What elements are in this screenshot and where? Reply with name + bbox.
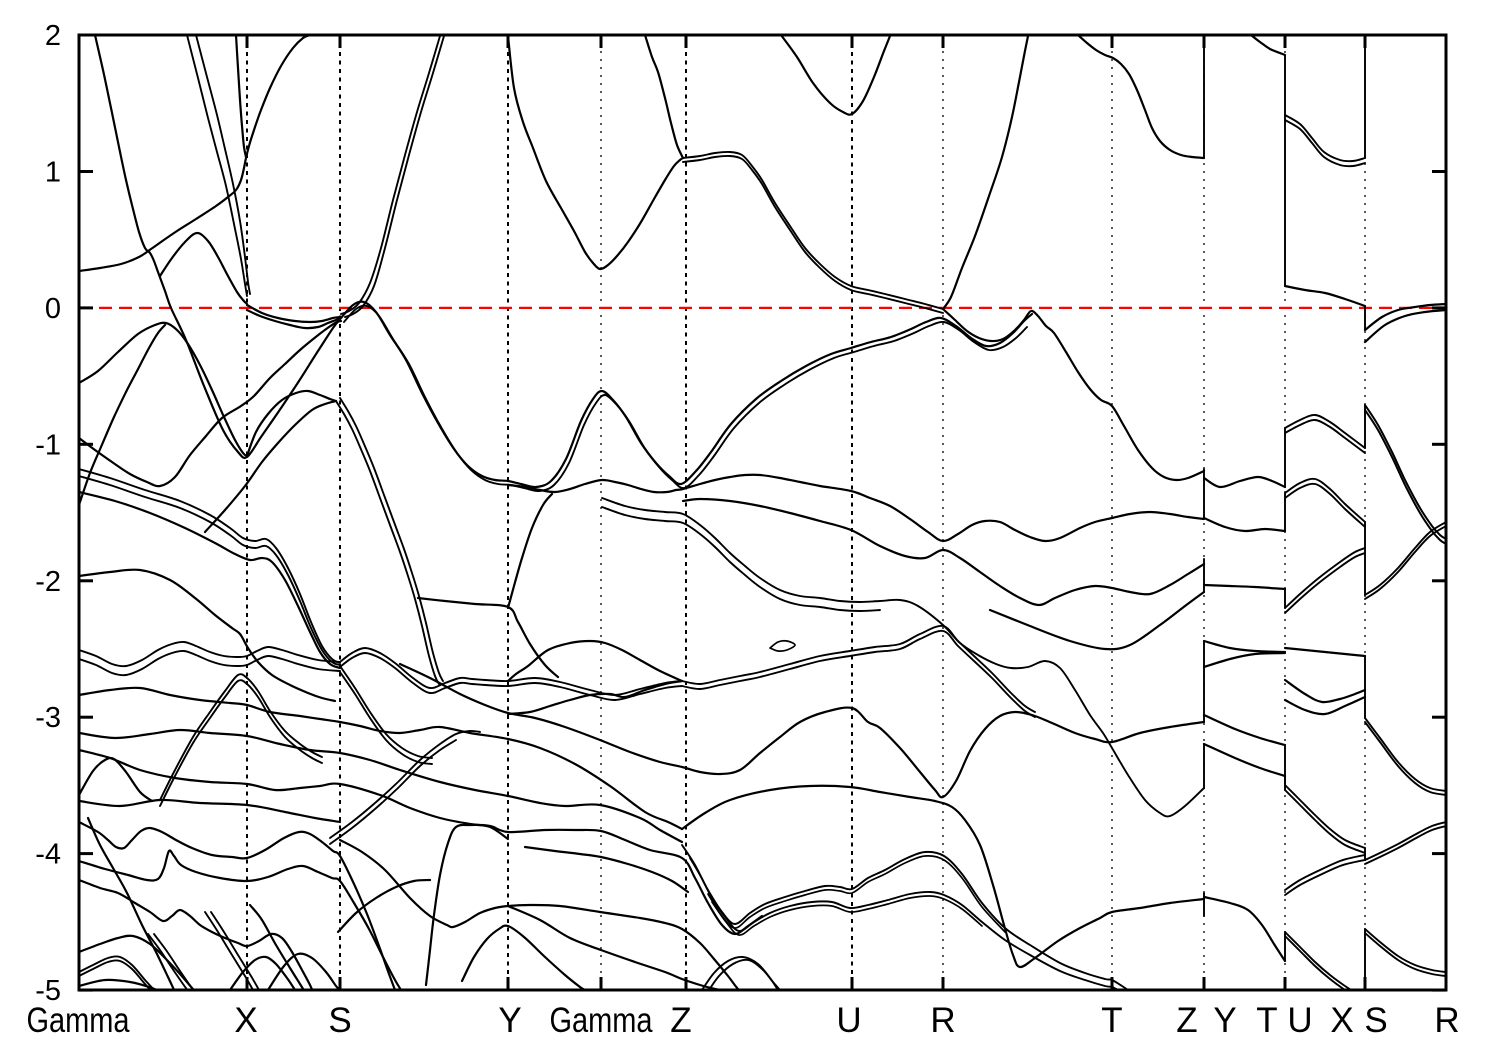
svg-text:X: X xyxy=(234,1001,257,1040)
svg-text:R: R xyxy=(1434,1001,1459,1040)
svg-text:Gamma: Gamma xyxy=(550,1001,653,1040)
svg-text:U: U xyxy=(1287,1001,1312,1040)
svg-text:S: S xyxy=(328,1001,351,1040)
svg-text:2: 2 xyxy=(45,20,61,52)
svg-text:Y: Y xyxy=(498,1001,521,1040)
svg-text:0: 0 xyxy=(45,293,61,325)
svg-text:-1: -1 xyxy=(35,429,61,461)
svg-text:X: X xyxy=(1330,1001,1353,1040)
svg-text:T: T xyxy=(1101,1001,1122,1040)
svg-text:Y: Y xyxy=(1213,1001,1236,1040)
svg-text:S: S xyxy=(1364,1001,1387,1040)
svg-text:R: R xyxy=(930,1001,955,1040)
svg-text:Z: Z xyxy=(1176,1001,1197,1040)
svg-text:Z: Z xyxy=(670,1001,691,1040)
svg-text:T: T xyxy=(1256,1001,1277,1040)
svg-text:U: U xyxy=(836,1001,861,1040)
svg-text:1: 1 xyxy=(45,157,61,189)
svg-text:-3: -3 xyxy=(35,702,61,734)
svg-text:-4: -4 xyxy=(35,839,61,871)
svg-text:-5: -5 xyxy=(35,975,61,1007)
svg-text:Gamma: Gamma xyxy=(27,1001,130,1040)
svg-text:-2: -2 xyxy=(35,566,61,598)
